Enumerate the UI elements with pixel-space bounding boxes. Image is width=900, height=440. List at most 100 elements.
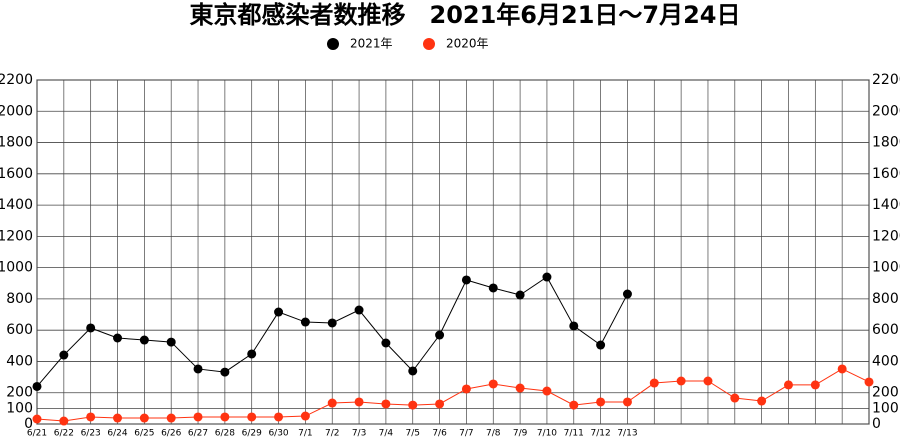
data-point <box>596 397 606 407</box>
x-tick-label: 6/25 <box>134 429 154 439</box>
x-tick-label: 6/28 <box>215 429 235 439</box>
data-point <box>113 413 123 423</box>
data-point <box>59 350 69 360</box>
data-point <box>300 317 310 327</box>
data-point <box>32 414 42 424</box>
data-point <box>622 289 632 299</box>
x-tick-label: 7/8 <box>486 429 501 439</box>
data-point <box>354 305 364 315</box>
data-point <box>327 318 337 328</box>
data-point <box>703 376 713 386</box>
x-tick-label: 7/9 <box>513 429 528 439</box>
y-tick-label-right: 200 <box>872 385 899 401</box>
data-point <box>113 333 123 343</box>
x-tick-label: 6/30 <box>268 429 288 439</box>
data-point <box>783 380 793 390</box>
data-point <box>86 412 96 422</box>
data-point <box>837 364 847 374</box>
x-tick-label: 6/22 <box>54 429 74 439</box>
x-tick-label: 7/4 <box>379 429 394 439</box>
legend-label: 2021年 <box>350 37 393 51</box>
plot-frame <box>36 79 870 425</box>
y-tick-label: 600 <box>6 322 33 338</box>
y-tick-label: 1000 <box>0 260 33 276</box>
data-point <box>569 321 579 331</box>
y-tick-label-right: 600 <box>872 322 899 338</box>
data-point <box>408 366 418 376</box>
legend-label: 2020年 <box>446 37 489 51</box>
legend: 2021年 2020年 <box>327 37 489 51</box>
data-point <box>327 398 337 408</box>
x-tick-label: 6/21 <box>27 429 47 439</box>
data-point <box>193 412 203 422</box>
legend-marker <box>327 38 339 50</box>
data-point <box>193 364 203 374</box>
x-tick-label: 6/27 <box>188 429 208 439</box>
data-point <box>542 386 552 396</box>
x-tick-label: 7/11 <box>564 429 584 439</box>
series-line <box>36 368 870 422</box>
data-point <box>461 384 471 394</box>
y-tick-label-right: 100 <box>872 400 899 416</box>
x-tick-label: 7/5 <box>405 429 419 439</box>
data-point <box>86 323 96 333</box>
data-point <box>435 399 445 409</box>
data-point <box>488 379 498 389</box>
y-tick-label-right: 1000 <box>872 260 900 276</box>
x-tick-label: 7/10 <box>537 429 557 439</box>
data-point <box>622 397 632 407</box>
y-tick-label-right: 2000 <box>872 103 900 119</box>
data-point <box>515 290 525 300</box>
y-tick-label-right: 400 <box>872 353 899 369</box>
data-point <box>300 411 310 421</box>
data-point <box>220 367 230 377</box>
data-point <box>488 283 498 293</box>
x-tick-label: 7/12 <box>591 429 611 439</box>
x-tick-label: 7/1 <box>298 429 312 439</box>
data-point <box>59 416 69 426</box>
y-tick-label-right: 1200 <box>872 228 900 244</box>
y-tick-label-right: 1400 <box>872 197 900 213</box>
data-point <box>247 349 257 359</box>
data-point <box>649 378 659 388</box>
data-point <box>515 383 525 393</box>
data-point <box>381 338 391 348</box>
data-point <box>676 376 686 386</box>
x-tick-label: 7/13 <box>617 429 637 439</box>
y-tick-label: 100 <box>6 400 33 416</box>
data-point <box>757 396 767 406</box>
x-tick-label: 6/29 <box>242 429 262 439</box>
y-tick-label: 2200 <box>0 72 33 88</box>
y-tick-label-right: 1600 <box>872 166 900 182</box>
data-point <box>381 399 391 409</box>
legend-marker <box>423 38 435 50</box>
data-point <box>274 412 284 422</box>
data-point <box>166 413 176 423</box>
data-point <box>247 412 257 422</box>
y-tick-label: 400 <box>6 353 33 369</box>
y-tick-label: 1800 <box>0 135 33 151</box>
data-point <box>408 400 418 410</box>
y-tick-label-right: 1800 <box>872 135 900 151</box>
data-point <box>569 400 579 410</box>
data-point <box>542 272 552 282</box>
data-point <box>274 307 284 317</box>
data-point <box>435 330 445 340</box>
y-tick-label-right: 800 <box>872 291 899 307</box>
x-tick-label: 6/24 <box>107 429 127 439</box>
x-tick-label: 7/2 <box>325 429 339 439</box>
x-tick-label: 7/3 <box>352 429 366 439</box>
data-point <box>354 397 364 407</box>
x-tick-label: 6/26 <box>161 429 181 439</box>
data-point <box>596 340 606 350</box>
y-tick-label: 1400 <box>0 197 33 213</box>
data-point <box>32 381 42 391</box>
x-tick-label: 7/6 <box>432 429 447 439</box>
y-tick-label: 1600 <box>0 166 33 182</box>
y-tick-label-right: 0 <box>872 416 881 432</box>
data-point <box>864 377 874 387</box>
chart-title: 東京都感染者数推移 2021年6月21日～7月24日 <box>190 1 741 29</box>
data-point <box>810 380 820 390</box>
data-point <box>730 393 740 403</box>
